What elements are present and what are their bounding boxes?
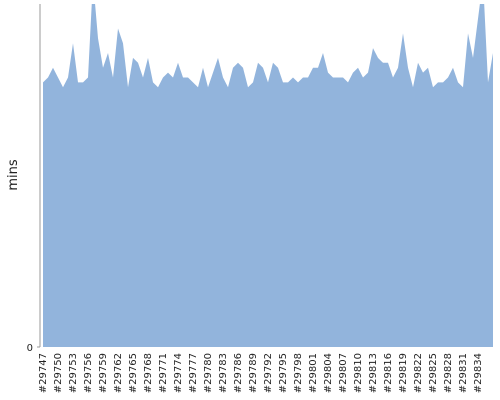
x-tick-label: #29759 bbox=[98, 353, 109, 393]
x-tick-label: #29789 bbox=[248, 353, 259, 393]
x-tick-label: #29834 bbox=[473, 353, 484, 393]
x-tick-label: #29828 bbox=[443, 353, 454, 393]
x-tick-label: #29825 bbox=[428, 353, 439, 393]
x-tick-label: #29822 bbox=[413, 353, 424, 393]
x-tick-label: #29753 bbox=[68, 353, 79, 393]
x-tick-label: #29798 bbox=[293, 353, 304, 393]
x-tick-label: #29774 bbox=[173, 353, 184, 393]
x-tick-label: #29810 bbox=[353, 353, 364, 393]
y-tick-label: 0 bbox=[27, 343, 33, 354]
y-axis-label: mins bbox=[6, 159, 21, 191]
x-tick-label: #29771 bbox=[158, 353, 169, 393]
x-tick-label: #29786 bbox=[233, 353, 244, 393]
x-tick-label: #29819 bbox=[398, 353, 409, 393]
x-tick-label: #29747 bbox=[38, 353, 49, 393]
x-tick-label: #29831 bbox=[458, 353, 469, 393]
x-tick-label: #29780 bbox=[203, 353, 214, 393]
x-tick-label: #29795 bbox=[278, 353, 289, 393]
x-tick-label: #29792 bbox=[263, 353, 274, 393]
x-tick-label: #29756 bbox=[83, 353, 94, 393]
area bbox=[43, 4, 493, 347]
x-tick-label: #29783 bbox=[218, 353, 229, 393]
x-tick-label: #29816 bbox=[383, 353, 394, 393]
x-tick-label: #29762 bbox=[113, 353, 124, 393]
x-tick-label: #29807 bbox=[338, 353, 349, 393]
x-tick-label: #29750 bbox=[53, 353, 64, 393]
x-tick-label: #29801 bbox=[308, 353, 319, 393]
x-tick-label: #29813 bbox=[368, 353, 379, 393]
x-tick-label: #29768 bbox=[143, 353, 154, 393]
x-tick-label: #29804 bbox=[323, 353, 334, 393]
x-tick-label: #29765 bbox=[128, 353, 139, 393]
x-tick-label: #29777 bbox=[188, 353, 199, 393]
